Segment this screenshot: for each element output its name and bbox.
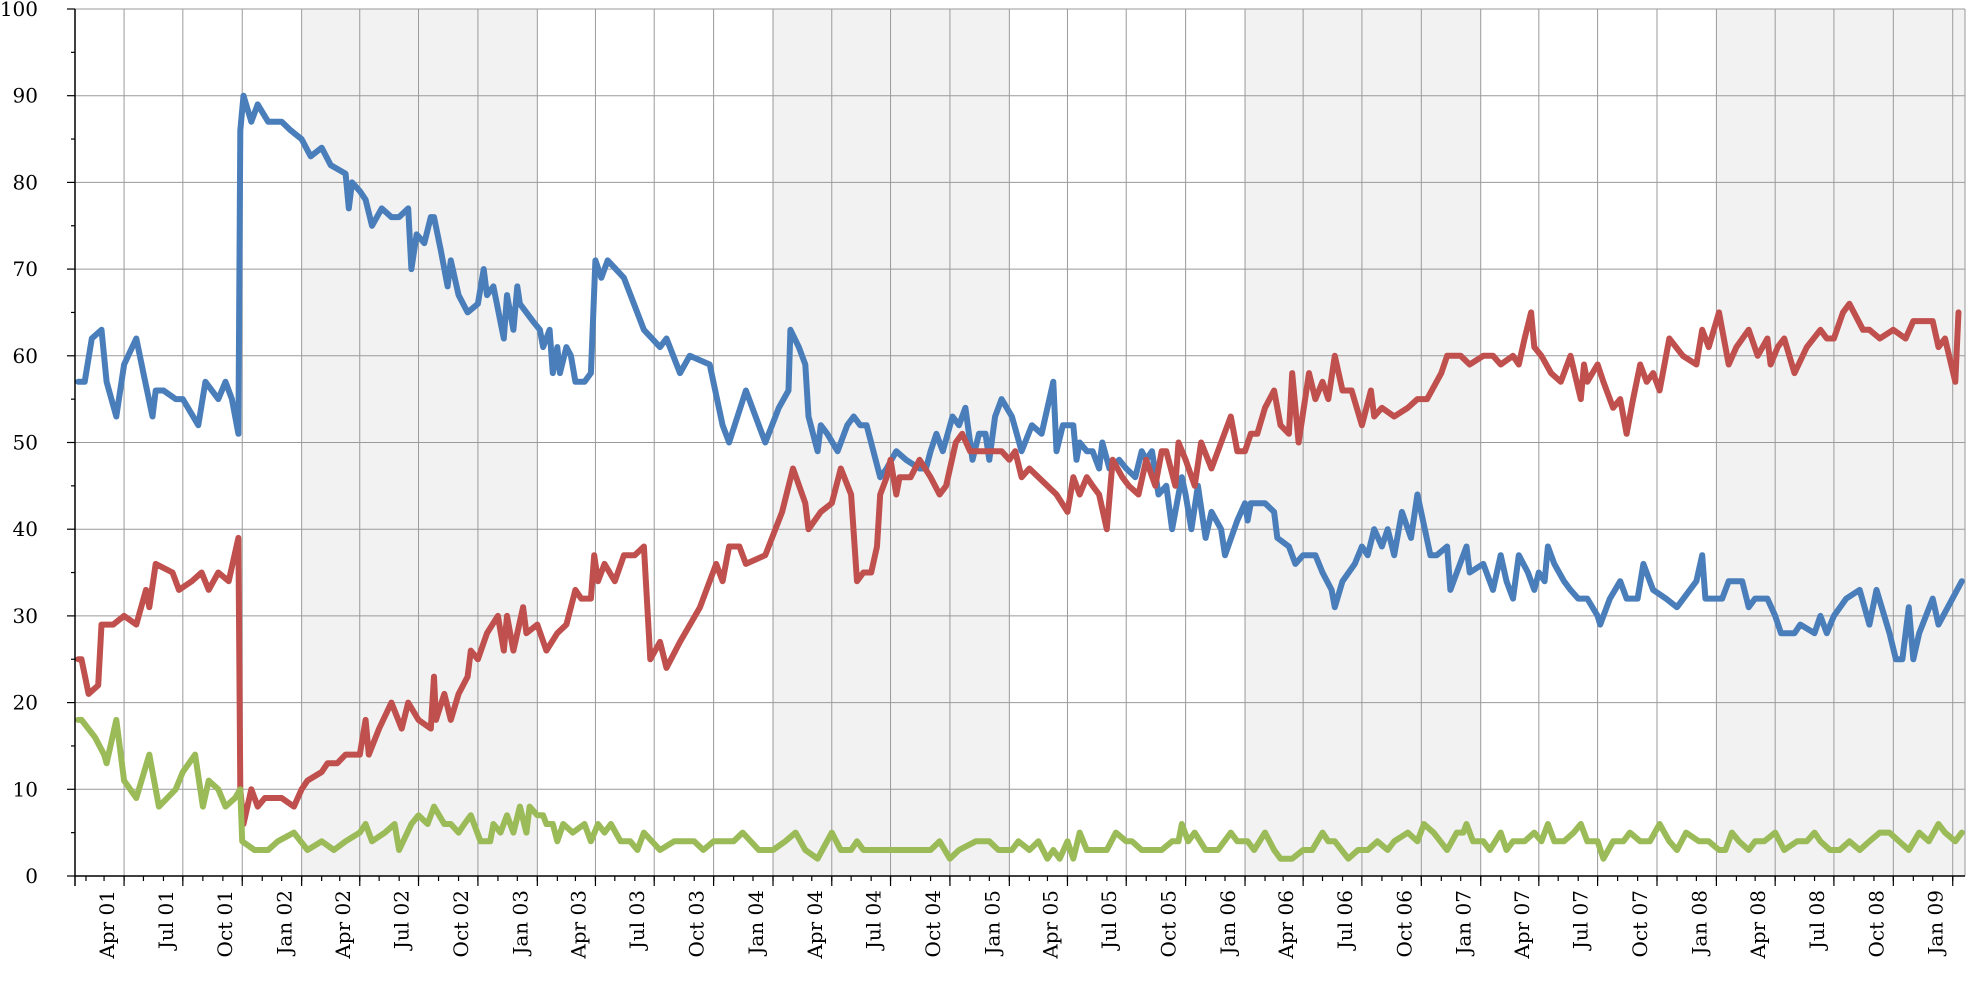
x-tick-label: Jul 01 [154,890,178,951]
x-tick-label: Jul 08 [1805,890,1829,951]
series-line-0 [75,92,1965,663]
x-tick-label: Apr 07 [1510,890,1534,960]
x-tick-label: Jan 02 [273,890,297,957]
x-tick-label: Apr 06 [1274,890,1298,960]
x-tick-label: Jul 05 [1097,890,1121,951]
x-tick-label: Apr 08 [1746,890,1770,960]
x-tick-label: Apr 03 [566,890,590,960]
x-axis-ticks: Apr 01 Jul 01 Oct 01 Jan 02 Apr 02 Jul 02 Oct … [85,876,1954,960]
x-tick-label: Apr 02 [331,890,355,960]
x-tick-label: Oct 06 [1392,890,1416,957]
x-tick-label: Oct 04 [921,890,945,957]
y-tick-label: 10 [13,777,38,801]
x-tick-label: Jan 03 [508,890,532,957]
x-tick-label: Jan 05 [980,890,1004,957]
x-tick-label: Oct 01 [213,890,237,957]
y-tick-label: 90 [13,84,38,108]
series-lines [75,92,1965,862]
x-tick-label: Oct 03 [685,890,709,957]
y-tick-label: 50 [13,431,38,455]
x-tick-label: Jul 03 [625,890,649,951]
x-tick-label: Apr 01 [95,890,119,960]
y-tick-label: 20 [13,691,38,715]
y-tick-label: 30 [13,604,38,628]
y-tick-label: 60 [13,344,38,368]
x-tick-label: Jul 02 [390,890,414,951]
vertical-gridlines [123,9,1966,876]
y-tick-label: 40 [13,517,38,541]
x-tick-label: Jan 07 [1452,890,1476,957]
x-tick-label: Jan 08 [1687,890,1711,957]
y-tick-label: 100 [0,0,38,21]
x-tick-label: Jan 04 [744,890,768,957]
y-axis-ticks: 0 10 20 30 40 50 60 70 80 90 100 [0,0,75,888]
x-tick-label: Apr 04 [803,890,827,960]
x-tick-label: Oct 02 [449,890,473,957]
x-tick-label: Oct 08 [1864,890,1888,957]
x-tick-label: Jan 09 [1924,890,1948,957]
x-tick-label: Jul 07 [1569,890,1593,951]
y-tick-label: 80 [13,170,38,194]
y-tick-label: 0 [25,864,38,888]
series-line-2 [75,716,1965,862]
series-line-1 [75,300,1962,827]
y-tick-label: 70 [13,257,38,281]
x-tick-label: Oct 05 [1157,890,1181,957]
x-tick-label: Jul 04 [862,890,886,951]
x-tick-label: Jan 06 [1216,890,1240,957]
x-tick-label: Oct 07 [1628,890,1652,957]
x-tick-label: Jul 06 [1333,890,1357,951]
x-tick-label: Apr 05 [1038,890,1062,960]
